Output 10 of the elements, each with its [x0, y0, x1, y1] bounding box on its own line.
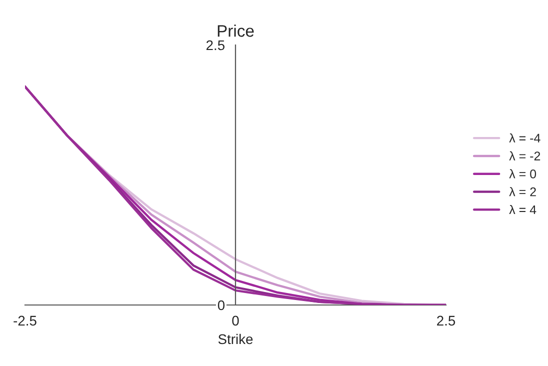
legend-label: λ = 2	[509, 187, 536, 196]
legend-label: λ = 4	[509, 204, 536, 214]
x-axis-title: Strike	[218, 334, 253, 344]
chart-title: Price	[218, 24, 254, 37]
legend-label: λ = -4	[509, 133, 540, 142]
x-tick-label: -2.5	[14, 316, 36, 326]
x-tick-label: 2.5	[437, 316, 456, 326]
x-tick-label: 0	[232, 316, 239, 326]
legend-label: λ = -2	[509, 151, 540, 160]
legend-label: λ = 0	[509, 169, 536, 178]
